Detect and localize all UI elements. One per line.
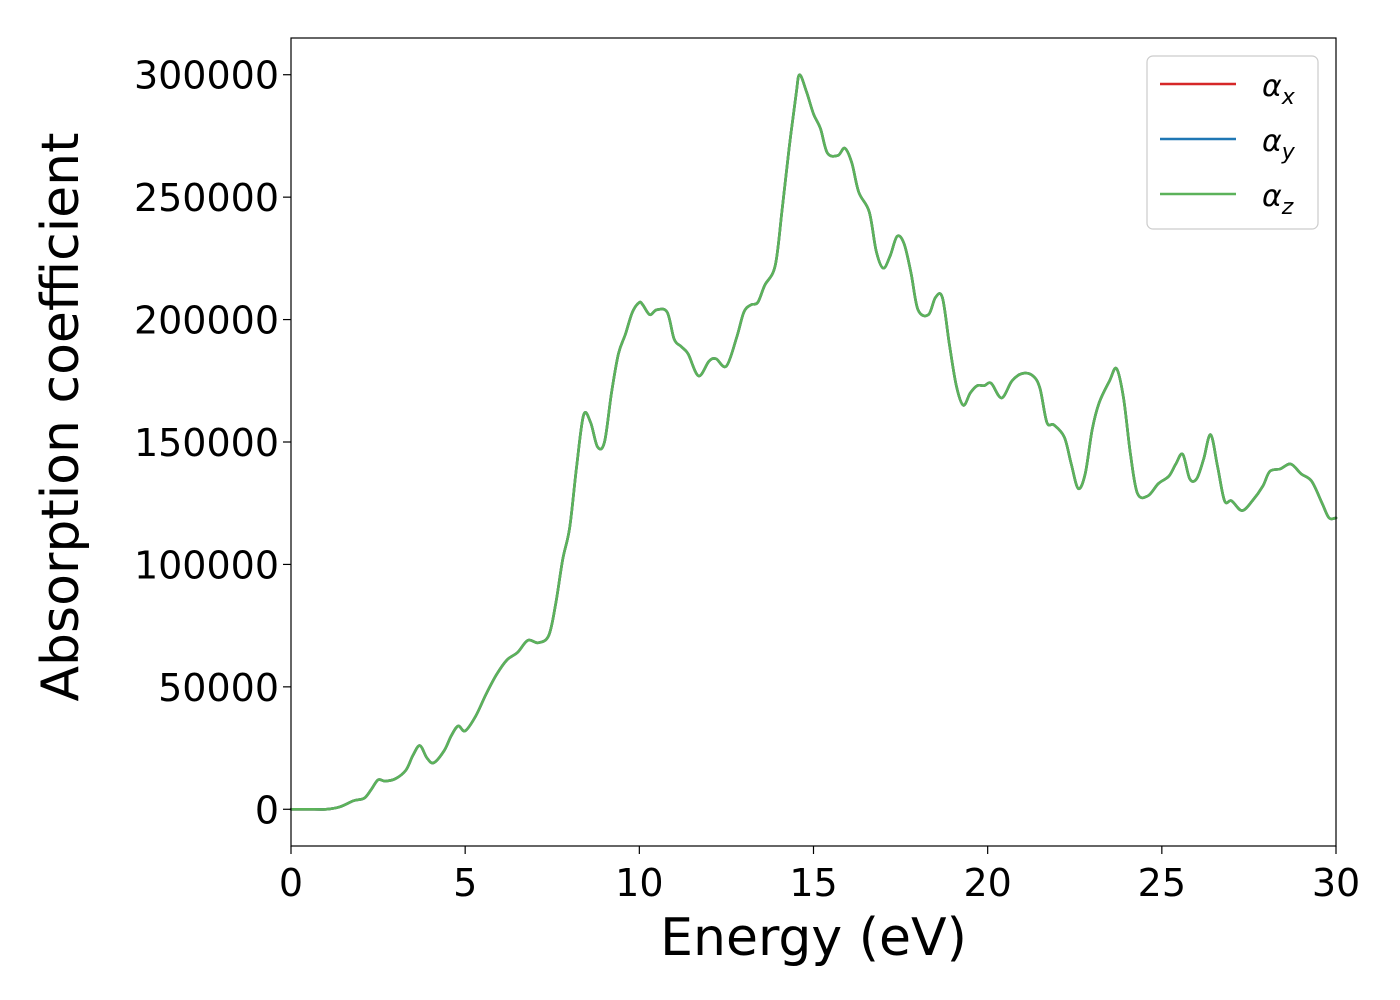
x-tick-label: 25 <box>1138 861 1186 905</box>
series-line-3 <box>289 73 1338 811</box>
y-tick-label: 50000 <box>158 666 279 710</box>
y-axis-ticks: 0 50000 100000 150000 200000 250000 300000 <box>134 54 291 832</box>
legend-label: αx <box>1262 69 1296 110</box>
y-tick-label: 0 <box>255 788 279 832</box>
x-tick-label: 0 <box>279 861 303 905</box>
y-tick-label: 100000 <box>134 543 279 587</box>
x-tick-label: 10 <box>615 861 663 905</box>
legend-label: αy <box>1262 124 1296 165</box>
legend-label: αz <box>1262 179 1294 220</box>
y-tick-label: 200000 <box>134 299 279 343</box>
plot-lines <box>289 73 1338 811</box>
legend: αx αy αz <box>1146 55 1319 230</box>
x-tick-label: 15 <box>789 861 837 905</box>
x-tick-label: 5 <box>453 861 477 905</box>
x-axis-title: Energy (eV) <box>660 908 967 968</box>
y-tick-label: 250000 <box>134 176 279 220</box>
x-tick-label: 30 <box>1312 861 1360 905</box>
y-tick-label: 300000 <box>134 54 279 98</box>
y-axis-title: Absorption coefficient <box>31 132 91 701</box>
legend-box <box>1146 55 1319 230</box>
x-tick-label: 20 <box>963 861 1011 905</box>
y-tick-label: 150000 <box>134 421 279 465</box>
x-axis-ticks: 0 5 10 15 20 25 30 <box>279 846 1360 905</box>
